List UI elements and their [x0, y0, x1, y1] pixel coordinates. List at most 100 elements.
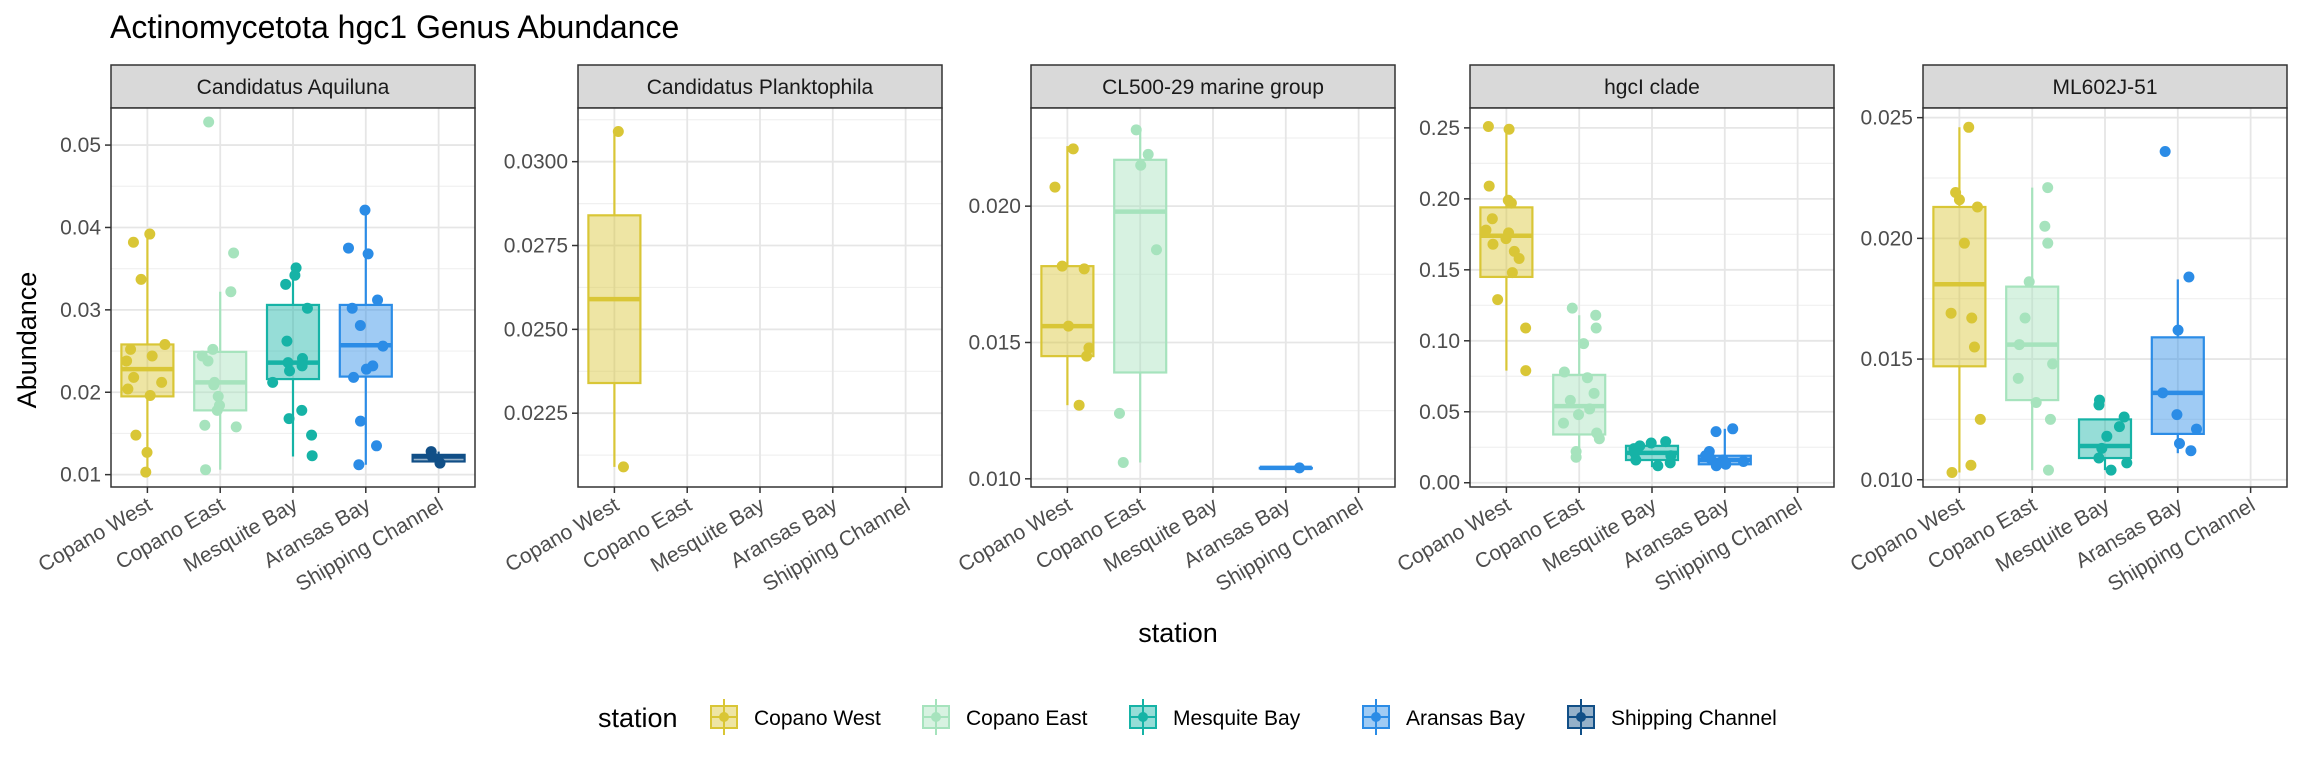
- data-point: [211, 404, 223, 416]
- data-point: [1520, 322, 1532, 334]
- data-point: [2105, 464, 2117, 476]
- data-point: [1971, 201, 1983, 213]
- data-point: [1480, 224, 1492, 236]
- data-point: [2171, 409, 2183, 421]
- data-point: [128, 371, 140, 383]
- legend-label: Aransas Bay: [1406, 707, 1526, 730]
- data-point: [1588, 387, 1600, 399]
- data-point: [1503, 123, 1515, 135]
- data-point: [354, 320, 366, 332]
- data-point: [1135, 159, 1147, 171]
- data-point: [1506, 267, 1518, 279]
- data-point: [2047, 358, 2059, 370]
- legend-key-point: [1138, 712, 1148, 722]
- data-point: [1660, 436, 1672, 448]
- data-point: [140, 466, 152, 478]
- data-point: [2042, 182, 2054, 194]
- data-point: [1520, 365, 1532, 377]
- data-point: [2012, 372, 2024, 384]
- data-point: [225, 286, 237, 298]
- y-axis-label: Abundance: [12, 272, 42, 409]
- data-point: [1483, 180, 1495, 192]
- data-point: [354, 415, 366, 427]
- data-point: [1073, 399, 1085, 411]
- data-point: [2185, 445, 2197, 457]
- facet-strip: [1922, 64, 2288, 109]
- data-point: [346, 302, 358, 314]
- data-point: [1482, 120, 1494, 132]
- data-point: [1645, 437, 1657, 449]
- facet-panel-candidatus-planktophila: Candidatus Planktophila 0.0225 0.0250 0.027…: [502, 64, 943, 596]
- chart-title: Actinomycetota hgc1 Genus Abundance: [110, 9, 679, 45]
- data-point: [362, 248, 374, 260]
- data-point: [2121, 457, 2133, 469]
- facet-strip: [577, 64, 943, 109]
- data-point: [203, 116, 215, 128]
- facet-panels: Candidatus Aquiluna 0.01 0.02 0.03 0.04 0.05 C…: [35, 64, 2288, 596]
- facet-strip-label: Candidatus Planktophila: [647, 76, 874, 99]
- data-point: [1293, 462, 1305, 474]
- data-point: [1710, 426, 1722, 438]
- data-point: [144, 228, 156, 240]
- data-point: [1945, 307, 1957, 319]
- y-tick-label: 0.04: [60, 216, 101, 239]
- box-copano-west: [587, 125, 642, 473]
- data-point: [2173, 438, 2185, 450]
- data-point: [1513, 252, 1525, 264]
- data-point: [1487, 238, 1499, 250]
- data-point: [1049, 181, 1061, 193]
- box-mesquite-bay: [1624, 436, 1680, 472]
- data-point: [359, 204, 371, 216]
- legend-item-shipping-channel: Shipping Channel: [1567, 699, 1777, 735]
- data-point: [2157, 387, 2169, 399]
- data-point: [348, 371, 360, 383]
- data-point: [434, 457, 446, 469]
- data-point: [289, 269, 301, 281]
- data-point: [1968, 341, 1980, 353]
- y-tick-label: 0.02: [60, 381, 101, 404]
- data-point: [2113, 421, 2125, 433]
- data-point: [2042, 237, 2054, 249]
- data-point: [1492, 294, 1504, 306]
- data-point: [283, 413, 295, 425]
- legend-label: Mesquite Bay: [1173, 707, 1301, 730]
- data-point: [159, 338, 171, 350]
- box-copano-east: [1113, 124, 1168, 468]
- data-point: [2191, 423, 2203, 435]
- facet-strip-label: Candidatus Aquiluna: [197, 76, 390, 99]
- data-point: [130, 429, 142, 441]
- y-tick-label: 0.01: [60, 464, 101, 487]
- data-point: [280, 278, 292, 290]
- x-axis-label: station: [1138, 618, 1218, 648]
- facet-panel-cl500-29-marine-group: CL500-29 marine group0.0100.0150.020Copa…: [955, 64, 1396, 596]
- legend-item-copano-east: Copano East: [922, 699, 1088, 735]
- data-point: [1965, 459, 1977, 471]
- legend-label: Shipping Channel: [1611, 707, 1777, 730]
- data-point: [1946, 467, 1958, 479]
- data-point: [141, 446, 153, 458]
- data-point: [1581, 372, 1593, 384]
- y-tick-label: 0.0300: [504, 151, 568, 174]
- data-point: [281, 335, 293, 347]
- data-point: [2023, 276, 2035, 288]
- data-point: [144, 390, 156, 402]
- data-point: [2030, 397, 2042, 409]
- y-tick-label: 0.00: [1419, 472, 1460, 495]
- data-point: [353, 459, 365, 471]
- facet-strip-label: ML602J-51: [2052, 76, 2157, 99]
- y-tick-label: 0.15: [1419, 259, 1460, 282]
- data-point: [121, 355, 133, 367]
- data-point: [2019, 312, 2031, 324]
- data-point: [1557, 417, 1569, 429]
- data-point: [2042, 464, 2054, 476]
- facet-strip-label: hgcI clade: [1604, 76, 1700, 99]
- y-tick-label: 0.05: [1419, 401, 1460, 424]
- data-point: [2183, 271, 2195, 283]
- facet-strip: [110, 64, 476, 109]
- legend-item-aransas-bay: Aransas Bay: [1362, 699, 1526, 735]
- legend-key-point: [1371, 712, 1381, 722]
- data-point: [1142, 148, 1154, 160]
- data-point: [617, 461, 629, 473]
- data-point: [1113, 407, 1125, 419]
